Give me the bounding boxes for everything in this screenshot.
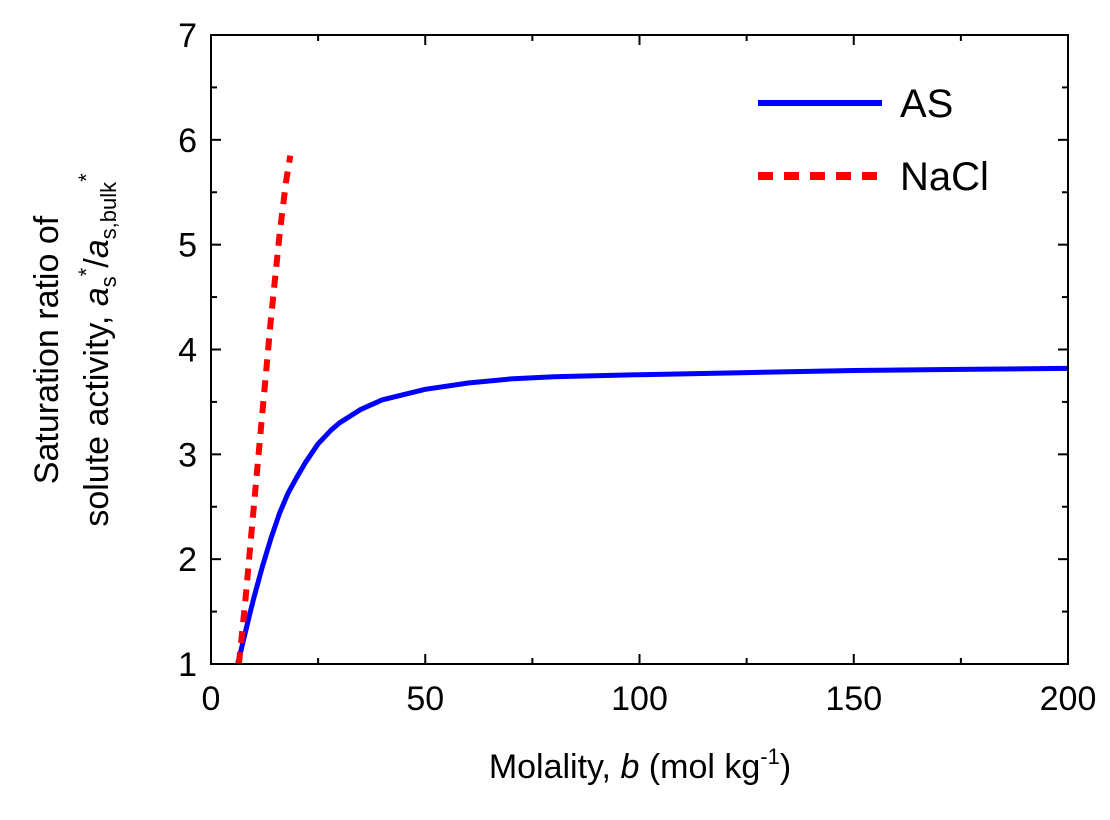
y-tick-label: 1 [178,646,197,684]
x-tick-label: 150 [825,680,882,718]
legend-label-as: AS [900,82,953,126]
y-tick-label: 5 [178,227,197,265]
x-tick-label: 100 [611,680,668,718]
plot-frame [210,34,1069,665]
y-axis-title: Saturation ratio of solute activity, as*… [28,173,121,527]
y-tick-label: 7 [178,17,197,55]
y-axis-title-line2: solute activity, as*/as,bulk* [74,173,121,527]
x-axis-title: Molality, b (mol kg-1) [489,744,791,786]
y-axis-title-line1: Saturation ratio of [28,215,66,484]
y-tick-label: 4 [178,332,197,370]
x-tick-label: 50 [406,680,444,718]
legend: AS NaCl [758,82,989,199]
x-tick-label: 0 [202,680,221,718]
y-tick-label: 6 [178,122,197,160]
y-tick-label: 2 [178,541,197,579]
series-line-as [235,365,1069,665]
y-tick-label: 3 [178,436,197,474]
plot-area: 0 50 100 150 200 1 2 3 4 5 6 7 AS NaCl [178,17,1096,718]
series-line-nacl [235,155,294,665]
x-tick-label: 200 [1040,680,1097,718]
legend-label-nacl: NaCl [900,155,989,199]
